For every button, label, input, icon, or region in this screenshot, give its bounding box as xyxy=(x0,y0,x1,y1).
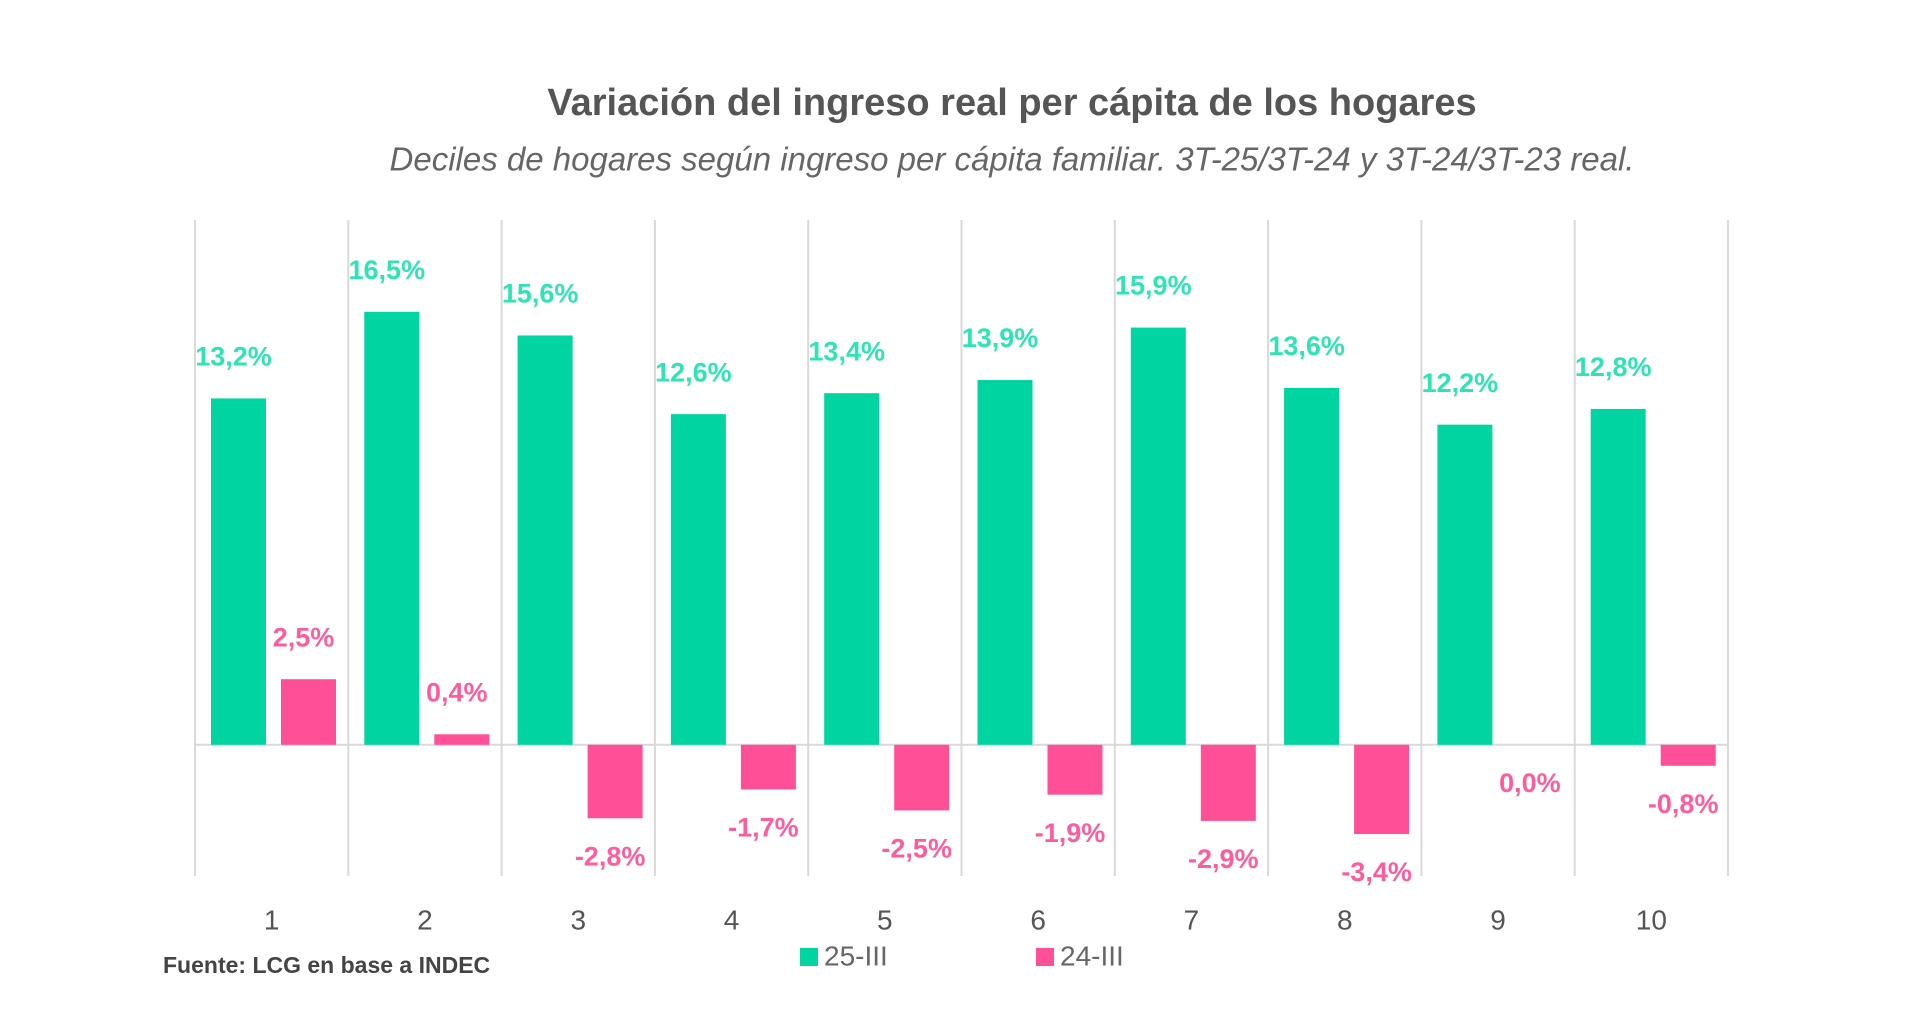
bar xyxy=(670,414,726,745)
data-label: -2,5% xyxy=(881,834,952,864)
x-tick-label: 3 xyxy=(570,904,586,935)
x-tick-label: 2 xyxy=(417,904,433,935)
bar xyxy=(1354,744,1410,835)
chart-title: Variación del ingreso real per cápita de… xyxy=(547,82,1476,124)
bar xyxy=(894,744,950,811)
x-tick-label: 9 xyxy=(1490,904,1506,935)
data-label: 15,6% xyxy=(502,279,579,309)
data-label: -2,9% xyxy=(1188,844,1259,874)
data-label: 0,4% xyxy=(426,677,488,707)
x-tick-label: 7 xyxy=(1184,904,1200,935)
x-tick-label: 1 xyxy=(264,904,280,935)
x-tick-label: 4 xyxy=(724,904,740,935)
bar xyxy=(824,393,880,745)
data-label: -0,8% xyxy=(1648,789,1719,819)
bar xyxy=(1437,424,1493,745)
data-label: -3,4% xyxy=(1341,857,1412,887)
data-label: 13,4% xyxy=(808,336,885,366)
bar xyxy=(1047,744,1103,795)
bar xyxy=(434,734,490,745)
x-tick-label: 5 xyxy=(877,904,893,935)
bar xyxy=(1660,744,1716,766)
data-label: 0,0% xyxy=(1499,768,1561,798)
data-label: 12,2% xyxy=(1422,368,1499,398)
bar xyxy=(281,679,336,745)
bar xyxy=(740,744,796,790)
data-label: 16,5% xyxy=(349,255,426,285)
data-label: 12,8% xyxy=(1575,352,1652,382)
x-tick-label: 6 xyxy=(1030,904,1046,935)
data-label: 13,2% xyxy=(195,342,272,372)
data-label: 12,6% xyxy=(655,357,732,387)
x-tick-label: 10 xyxy=(1636,904,1667,935)
bar xyxy=(211,398,266,745)
data-label: 13,6% xyxy=(1268,331,1345,361)
legend-label: 25-III xyxy=(824,940,888,971)
data-label: 2,5% xyxy=(273,622,335,652)
source-note: Fuente: LCG en base a INDEC xyxy=(163,952,490,978)
bar xyxy=(517,335,573,745)
chart-subtitle: Deciles de hogares según ingreso per cáp… xyxy=(390,141,1635,178)
legend-label: 24-III xyxy=(1060,940,1124,971)
data-label: 15,9% xyxy=(1115,271,1192,301)
x-tick-label: 8 xyxy=(1337,904,1353,935)
bar xyxy=(364,311,420,745)
bar xyxy=(977,380,1033,745)
bar xyxy=(1590,408,1646,745)
bar xyxy=(1130,327,1186,745)
bar xyxy=(587,744,643,819)
bar xyxy=(1200,744,1256,821)
data-label: -1,9% xyxy=(1035,818,1106,848)
data-label: -1,7% xyxy=(728,813,799,843)
data-label: 13,9% xyxy=(962,323,1039,353)
legend-swatch xyxy=(800,948,818,966)
data-label: -2,8% xyxy=(575,841,646,871)
legend-swatch xyxy=(1036,948,1054,966)
bar xyxy=(1284,387,1340,745)
